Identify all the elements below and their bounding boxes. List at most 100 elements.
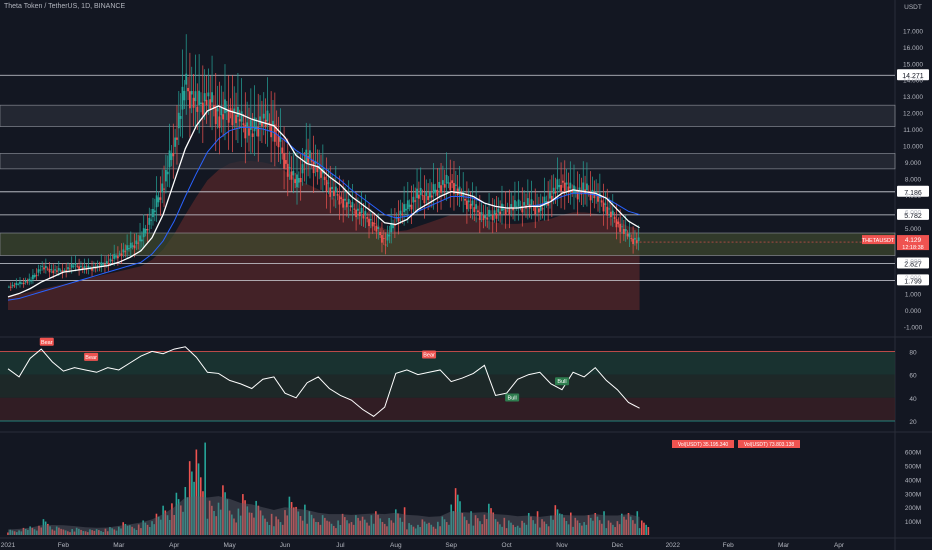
candle-body	[168, 150, 171, 168]
price-axis-tick: 5.000	[905, 226, 922, 233]
volume-bar	[552, 519, 554, 535]
candle-body	[116, 256, 119, 259]
candle-body	[266, 110, 269, 122]
volume-bar	[71, 529, 73, 535]
candle-body	[144, 228, 147, 234]
candle-body	[521, 205, 524, 213]
candle-body	[246, 122, 249, 127]
candle-body	[406, 200, 409, 210]
volume-bar	[607, 520, 610, 535]
price-axis-tick: 12.000	[903, 111, 923, 118]
volume-bar	[461, 513, 464, 535]
volume-bar	[75, 527, 78, 535]
volume-bar	[510, 522, 512, 535]
volume-bar	[514, 527, 517, 535]
x-axis-tick: Nov	[556, 542, 568, 549]
volume-bar	[264, 518, 266, 535]
candle-body	[453, 183, 455, 194]
volume-bar	[44, 521, 47, 535]
candle-body	[231, 110, 234, 126]
candle-body	[515, 206, 518, 208]
candle-body	[615, 219, 618, 228]
price-axis-tick: 17.000	[903, 28, 923, 35]
volume-bar	[375, 511, 377, 535]
candle-body	[480, 212, 483, 214]
candle-body	[185, 73, 188, 85]
candle-body	[347, 198, 350, 204]
candle-body	[427, 196, 430, 200]
candle-body	[410, 204, 413, 210]
volume-bar	[73, 531, 76, 535]
volume-bar	[589, 517, 592, 535]
volume-bar	[208, 500, 211, 535]
candle-body	[462, 191, 465, 198]
volume-bar	[186, 497, 189, 535]
candle-body	[576, 192, 579, 200]
volume-bar	[432, 526, 435, 535]
bear-signal-label: Bear	[423, 353, 435, 359]
candle-body	[220, 107, 223, 116]
price-zone	[0, 153, 896, 170]
last-price-symbol: THETAUSDT	[862, 238, 895, 244]
volume-bar	[259, 510, 262, 535]
candle-body	[357, 208, 359, 211]
volume-bar	[337, 520, 339, 535]
candle-body	[115, 256, 117, 258]
candle-body	[261, 122, 263, 127]
candle-body	[285, 160, 287, 164]
candle-body	[105, 261, 108, 264]
volume-bar	[222, 485, 224, 535]
volume-bar	[527, 513, 530, 535]
volume-bar	[545, 523, 548, 535]
price-axis-tick: 2.000	[905, 275, 922, 282]
candle-body	[526, 198, 529, 206]
volume-bar	[412, 526, 415, 535]
volume-bar	[248, 512, 251, 535]
volume-bar	[479, 521, 481, 535]
volume-bar	[348, 523, 350, 535]
volume-bar	[463, 516, 466, 535]
volume-bar	[539, 527, 541, 535]
volume-bar	[423, 521, 426, 535]
volume-bar	[310, 514, 313, 535]
candle-body	[205, 99, 208, 106]
volume-bar	[370, 515, 373, 535]
candle-body	[349, 205, 352, 208]
volume-bar	[35, 530, 38, 535]
candle-body	[111, 260, 114, 262]
volume-bar	[570, 512, 572, 535]
volume-bar	[605, 528, 608, 535]
candle-body	[148, 217, 151, 225]
volume-bar	[80, 529, 82, 535]
candle-body	[534, 206, 537, 215]
volume-bar	[536, 511, 539, 535]
candle-body	[253, 117, 256, 132]
candle-body	[279, 137, 282, 142]
volume-bar	[137, 524, 140, 535]
volume-bar	[574, 517, 577, 535]
volume-bar	[13, 531, 16, 535]
volume-bar	[286, 515, 288, 535]
bull-signal-badge	[505, 393, 520, 402]
price-axis-tick: 1.000	[905, 292, 922, 299]
volume-bar	[499, 524, 501, 535]
volume-bar	[594, 513, 597, 535]
volume-bar	[27, 529, 29, 535]
volume-bar	[326, 520, 328, 535]
volume-axis-tick: 500M	[905, 464, 921, 471]
volume-bar	[22, 527, 25, 535]
volume-bar	[627, 513, 630, 535]
volume-bar	[266, 521, 269, 535]
volume-bar	[304, 504, 306, 535]
volume-bar	[115, 530, 118, 535]
candle-body	[309, 150, 311, 158]
candle-body	[181, 86, 184, 110]
volume-bar	[273, 526, 275, 535]
candle-body	[28, 278, 31, 282]
candle-body	[159, 197, 162, 200]
volume-bar	[368, 525, 370, 535]
candle-body	[381, 235, 383, 243]
volume-bar	[561, 514, 563, 535]
volume-bar	[168, 519, 171, 535]
